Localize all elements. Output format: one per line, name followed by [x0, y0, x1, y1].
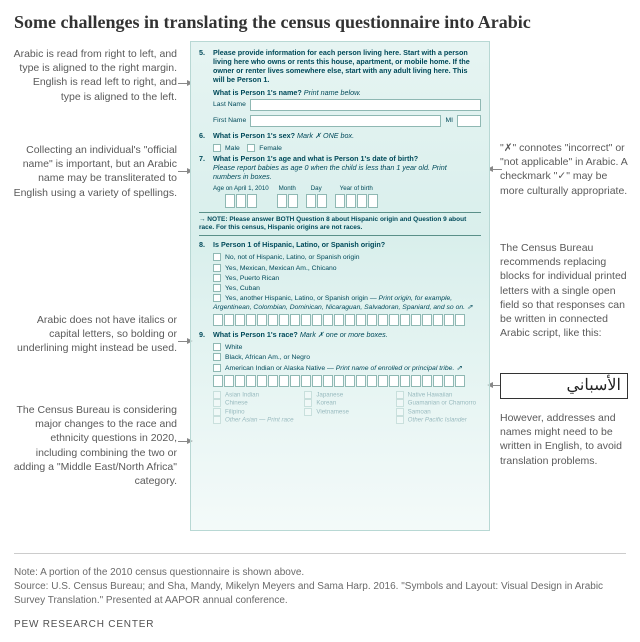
- census-form: 5. Please provide information for each p…: [190, 41, 490, 531]
- q9-opt: Black, African Am., or Negro: [225, 354, 310, 361]
- footer: Note: A portion of the 2010 census quest…: [0, 558, 640, 642]
- arabic-sample-field: الأسباني: [500, 373, 628, 399]
- main-diagram: Arabic is read from right to left, and t…: [0, 41, 640, 561]
- year-label: Year of birth: [340, 185, 373, 193]
- divider: [14, 553, 626, 554]
- checkbox-icon: [213, 144, 221, 152]
- q9-opt: White: [225, 344, 242, 351]
- q9-number: 9.: [199, 330, 211, 339]
- annotation-english-addresses: However, addresses and names might need …: [500, 411, 630, 468]
- mi-field: [457, 115, 481, 127]
- month-label: Month: [279, 185, 296, 193]
- hispanic-note: → NOTE: Please answer BOTH Question 8 ab…: [199, 212, 481, 236]
- annotation-open-field: The Census Bureau recommends replacing b…: [500, 241, 630, 340]
- day-label: Day: [311, 185, 322, 193]
- opt-male: Male: [225, 145, 240, 152]
- footer-source: Source: U.S. Census Bureau; and Sha, Man…: [14, 580, 626, 608]
- q8-opt-last: Yes, another Hispanic, Latino, or Spanis…: [225, 295, 377, 302]
- race-columns-faded: Asian Indian Chinese Filipino Other Asia…: [213, 391, 481, 425]
- q6-text: What is Person 1's sex?: [213, 131, 295, 140]
- q5-text: Please provide information for each pers…: [213, 48, 473, 84]
- q9-opt-ai-ital: Print name of enrolled or principal trib…: [336, 365, 462, 372]
- q7-instr: Please report babies as age 0 when the c…: [213, 163, 447, 181]
- age-label: Age on April 1, 2010: [213, 185, 269, 193]
- q7-text: What is Person 1's age and what is Perso…: [213, 154, 418, 163]
- headline: Some challenges in translating the censu…: [0, 0, 640, 41]
- letter-boxes: [213, 314, 481, 326]
- q8-opt: Yes, Puerto Rican: [225, 275, 279, 282]
- q8-text: Is Person 1 of Hispanic, Latino, or Span…: [213, 240, 473, 249]
- footer-note: Note: A portion of the 2010 census quest…: [14, 566, 626, 580]
- q6-instr: Mark ✗ ONE box.: [297, 131, 354, 140]
- q8-opt: No, not of Hispanic, Latino, or Spanish …: [225, 254, 360, 261]
- q8-opt: Yes, Mexican, Mexican Am., Chicano: [225, 264, 337, 271]
- annotation-official-name: Collecting an individual's "official nam…: [12, 143, 177, 200]
- last-name-field: [250, 99, 481, 111]
- arrow: [488, 169, 502, 170]
- q5-sub: What is Person 1's name?: [213, 88, 302, 97]
- q9-instr: Mark ✗ one or more boxes.: [300, 330, 388, 339]
- q5-sub-ital: Print name below.: [304, 88, 361, 97]
- last-name-label: Last Name: [213, 101, 246, 109]
- q8-opt: Yes, Cuban: [225, 285, 260, 292]
- mi-label: MI: [445, 117, 453, 125]
- q8-number: 8.: [199, 240, 211, 249]
- annotation-rtl: Arabic is read from right to left, and t…: [12, 47, 177, 104]
- q9-opt-ai: American Indian or Alaska Native —: [225, 365, 334, 372]
- q5-number: 5.: [199, 48, 211, 57]
- footer-brand: PEW RESEARCH CENTER: [14, 618, 626, 632]
- annotation-italics: Arabic does not have italics or capital …: [12, 313, 177, 356]
- annotation-race-changes: The Census Bureau is considering major c…: [12, 403, 177, 488]
- annotation-x-mark: "✗" connotes "incorrect" or "not applica…: [500, 141, 630, 198]
- opt-female: Female: [259, 145, 282, 152]
- checkbox-icon: [247, 144, 255, 152]
- q6-number: 6.: [199, 131, 211, 140]
- q9-text: What is Person 1's race?: [213, 330, 298, 339]
- first-name-label: First Name: [213, 117, 246, 125]
- q7-number: 7.: [199, 154, 211, 163]
- first-name-field: [250, 115, 441, 127]
- letter-boxes: [213, 375, 481, 387]
